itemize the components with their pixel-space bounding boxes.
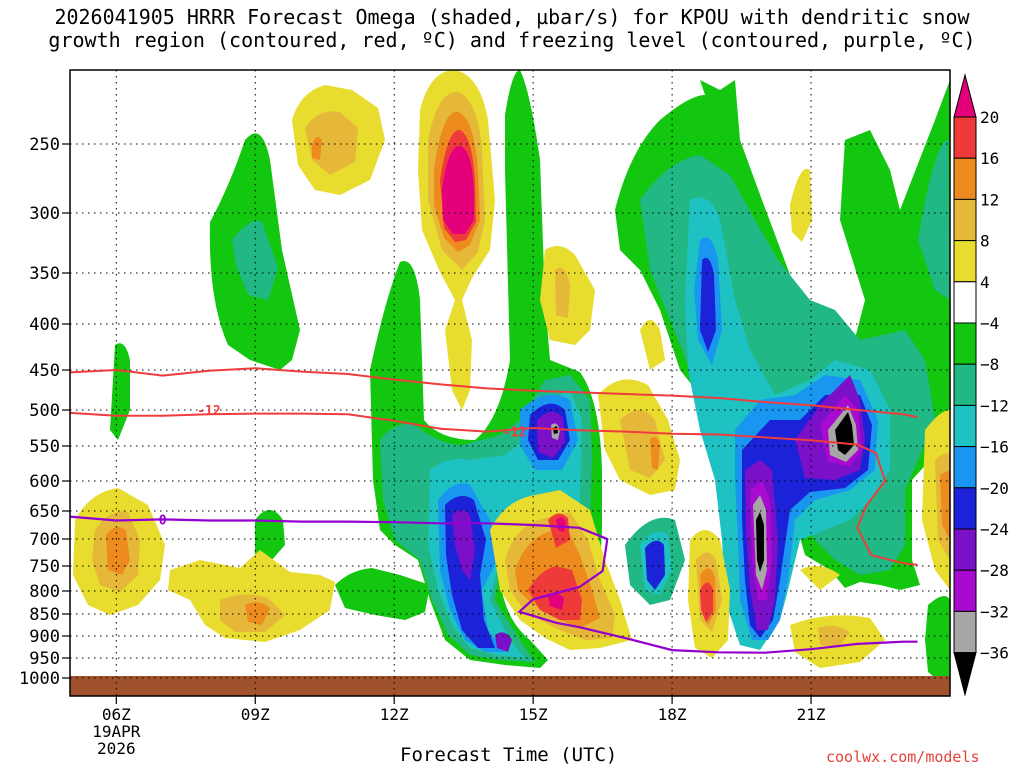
omega-region-yellow-18z [640,320,665,370]
colorbar-label-9: −20 [980,479,1009,498]
y-tick-label-250: 250 [29,135,60,155]
contour-label-2: 0 [159,513,167,528]
y-tick-label-800: 800 [29,582,60,602]
y-tick-label-400: 400 [29,315,60,335]
y-tick-label-1000: 1000 [19,669,60,689]
y-tick-label-500: 500 [29,401,60,421]
omega-region-pink-15z-low [548,593,564,610]
omega-region-gold-20z [818,625,850,648]
omega-region-green-far-right-low [925,596,950,690]
x-tick-label-09Z: 09Z [241,705,270,724]
omega-region-darkblue-17z [645,540,665,590]
omega-region-yellow-20z [790,168,812,242]
colorbar-label-6: −8 [980,355,999,374]
colorbar-top-arrow [953,73,977,118]
omega-region-yellow-20z-low [790,566,885,668]
x-tick-label-18Z: 18Z [658,705,687,724]
colorbar-label-0: 20 [980,108,999,127]
omega-region-green-lower [335,568,430,620]
x-tick-label-15Z: 15Z [519,705,548,724]
dgz-top-contour-line [70,367,918,419]
plot-frame [69,69,951,697]
contour-label-0: -12 [197,404,220,419]
omega-region-teal-left [232,220,278,300]
x-tick-label-06Z: 06Z [102,705,131,724]
title-line-2: growth region (contoured, red, ºC) and f… [48,28,976,52]
colorbar-bottom-arrow [953,652,977,697]
colorbar-label-13: −36 [980,644,1009,663]
colorbar-bin-7 [953,363,977,406]
colorbar-label-2: 12 [980,190,999,209]
colorbar-bin-4 [953,240,977,283]
colorbar-bin-12 [953,569,977,612]
x-tick-label-21Z: 21Z [797,705,826,724]
x-axis-title: Forecast Time (UTC) [400,744,618,766]
freezing-level-contour-line [70,515,918,654]
x-tick-date-label: 19APR [92,722,141,741]
gridlines [70,70,950,696]
omega-region-black-19z [756,512,764,572]
y-tick-label-650: 650 [29,502,60,522]
omega-region-gold-15z [555,267,570,318]
colorbar-label-5: −4 [980,314,999,333]
colorbar-bin-3 [953,198,977,242]
contour-label-1: -12 [503,426,526,441]
omega-region-pink-13z [442,145,474,234]
omega-region-purple-low [495,632,512,652]
y-tick-label-700: 700 [29,530,60,550]
y-tick-label-300: 300 [29,204,60,224]
omega-region-orange-08z [312,136,322,160]
colorbar: 20 16 12 8 4 −4 −8 −12 −16 −20 −24 −28 −32 −36 [953,73,1009,697]
colorbar-label-3: 8 [980,232,990,251]
x-tick-label-12Z: 12Z [380,705,409,724]
omega-region-green-west-low [255,510,285,562]
colorbar-bin-9 [953,446,977,489]
omega-region-teal-far-right [918,140,950,300]
y-tick-label-350: 350 [29,264,60,284]
omega-region-pink-15z-mid [556,517,566,532]
colorbar-label-8: −16 [980,438,1009,457]
chart-title: 2026041905 HRRR Forecast Omega (shaded, … [0,6,1024,52]
omega-region-orange-far-right [940,470,950,540]
y-tick-label-600: 600 [29,472,60,492]
y-axis: 2503003504004505005506006507007508008509… [19,135,70,689]
y-tick-label-900: 900 [29,627,60,647]
colorbar-bin-6 [953,322,977,365]
omega-region-green-06z [110,343,130,440]
dgz-bottom-contour-line [70,411,918,566]
colorbar-label-1: 16 [980,149,999,168]
y-tick-label-450: 450 [29,361,60,381]
colorbar-label-10: −24 [980,520,1009,539]
contour-lines: -12 -12 0 [70,367,918,654]
ground-surface [70,676,950,696]
y-tick-label-950: 950 [29,649,60,669]
colorbar-label-4: 4 [980,273,990,292]
colorbar-bin-11 [953,528,977,571]
omega-region-darkblue-18z [700,257,716,352]
y-tick-label-750: 750 [29,557,60,577]
colorbar-label-12: −32 [980,602,1009,621]
source-credit[interactable]: coolwx.com/models [826,748,980,766]
omega-region-purple-main [452,510,475,580]
y-tick-label-550: 550 [29,437,60,457]
colorbar-label-11: −28 [980,561,1009,580]
colorbar-bin-2 [953,157,977,200]
colorbar-bin-10 [953,487,977,530]
title-line-1: 2026041905 HRRR Forecast Omega (shaded, … [54,5,970,29]
colorbar-label-7: −12 [980,396,1009,415]
colorbar-bin-8 [953,404,977,448]
colorbar-bin-13 [953,610,977,654]
omega-field [70,70,950,696]
colorbar-bin-1 [953,116,977,159]
omega-region-red-18z [700,582,713,622]
colorbar-bin-5 [953,281,977,324]
omega-region-orange-16z [650,436,660,470]
y-tick-label-850: 850 [29,605,60,625]
x-tick-year-label: 2026 [97,739,136,758]
